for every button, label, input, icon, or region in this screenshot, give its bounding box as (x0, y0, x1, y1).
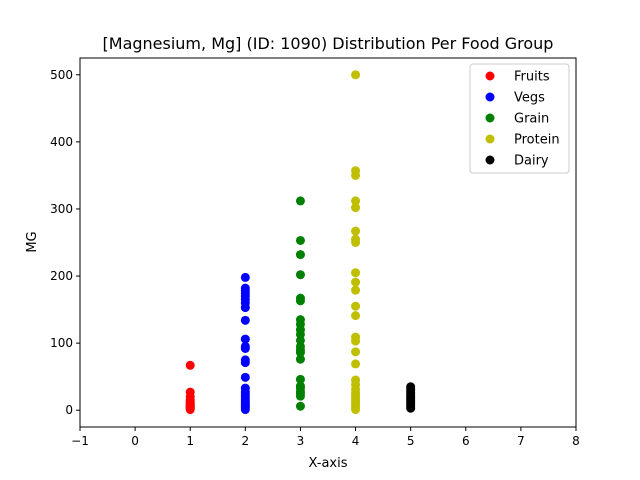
legend-label-protein: Protein (514, 133, 560, 148)
x-tick-label: −1 (71, 434, 89, 448)
data-point-vegs (240, 372, 250, 382)
y-tick-label: 100 (50, 336, 73, 350)
data-point-protein (351, 301, 361, 311)
legend-label-vegs: Vegs (514, 91, 545, 106)
legend-marker-vegs (485, 92, 495, 102)
x-tick-label: 5 (407, 434, 415, 448)
legend-box (469, 63, 570, 174)
data-point-protein (351, 268, 361, 278)
legend-label-grain: Grain (514, 112, 549, 127)
data-point-protein (351, 347, 361, 357)
plot-area-frame (79, 57, 577, 428)
x-tick-label: 0 (131, 434, 139, 448)
x-axis-ticks: −1 0 1 2 3 4 5 6 7 8 (71, 427, 580, 448)
data-point-protein (351, 226, 361, 236)
legend-entries: Fruits Vegs Grain Protein Dairy (485, 70, 560, 169)
data-point-vegs (240, 303, 250, 313)
legend-marker-grain (485, 113, 495, 123)
legend: Fruits Vegs Grain Protein Dairy (469, 63, 570, 174)
data-point-protein (351, 311, 361, 321)
data-point-dairy (406, 403, 416, 413)
legend-marker-protein (485, 134, 495, 144)
data-point-protein (351, 70, 361, 80)
data-point-protein (351, 238, 361, 247)
data-point-grain (295, 348, 305, 358)
y-axis-label: MG (25, 231, 40, 252)
data-points (185, 70, 416, 415)
x-tick-label: 4 (352, 434, 360, 448)
data-point-fruits (185, 405, 195, 415)
y-tick-label: 300 (50, 202, 73, 216)
data-point-grain (295, 250, 305, 260)
legend-marker-fruits (485, 71, 495, 81)
y-tick-label: 200 (50, 269, 73, 283)
data-point-protein (351, 336, 361, 346)
data-point-fruits (185, 360, 195, 370)
x-tick-label: 7 (517, 434, 525, 448)
data-point-protein (351, 359, 361, 369)
data-point-vegs (240, 334, 250, 344)
legend-marker-dairy (485, 155, 495, 165)
data-point-grain (295, 196, 305, 206)
y-tick-label: 0 (65, 403, 73, 417)
legend-label-dairy: Dairy (514, 154, 549, 169)
legend-label-fruits: Fruits (514, 70, 550, 85)
data-point-vegs (240, 344, 250, 354)
x-tick-label: 8 (572, 434, 580, 448)
chart-title: [Magnesium, Mg] (ID: 1090) Distribution … (103, 34, 554, 53)
y-tick-label: 400 (50, 135, 73, 149)
data-point-protein (351, 285, 361, 295)
y-axis-ticks: 0 100 200 300 400 500 (50, 68, 80, 417)
data-point-grain (295, 270, 305, 280)
data-point-vegs (240, 358, 250, 368)
data-point-grain (295, 235, 305, 245)
x-tick-label: 2 (242, 434, 250, 448)
data-point-grain (295, 401, 305, 411)
data-point-protein (351, 203, 361, 213)
data-point-protein (351, 196, 361, 206)
x-tick-label: 3 (297, 434, 305, 448)
data-point-grain (295, 354, 305, 364)
data-point-vegs (240, 272, 250, 282)
y-tick-label: 500 (50, 68, 73, 82)
data-point-protein (351, 277, 361, 287)
x-tick-label: 1 (186, 434, 194, 448)
data-point-grain (295, 391, 305, 401)
data-point-protein (351, 170, 361, 180)
data-point-vegs (240, 405, 250, 415)
data-point-grain (295, 296, 305, 306)
data-point-grain (295, 374, 305, 384)
data-point-protein (351, 405, 361, 415)
x-axis-label: X-axis (309, 456, 348, 471)
x-tick-label: 6 (462, 434, 470, 448)
data-point-vegs (240, 315, 250, 325)
